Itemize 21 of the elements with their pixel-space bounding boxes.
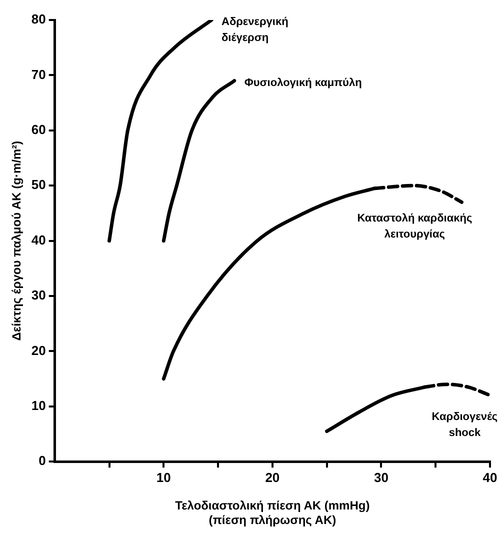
text: Καρδιογενές shock: [432, 411, 498, 440]
series-label: Καταστολή καρδιακής λειτουργίας: [357, 212, 472, 240]
line-series: [108, 20, 214, 243]
y-tick-label: 30: [31, 288, 46, 303]
y-tick-label: 10: [31, 398, 46, 413]
y-tick-label: 60: [31, 122, 46, 137]
x-tick-label: 10: [156, 470, 171, 485]
x-tick-label: 40: [482, 470, 498, 485]
y-tick-label: 70: [31, 66, 46, 82]
y-tick-label: 0: [38, 453, 46, 468]
y-axis-title: Δείκτης έργου παλμού ΑΚ (g·m/m²): [10, 140, 24, 341]
series-label: Φυσιολογική καμπύλη: [244, 76, 362, 89]
y-tick-label: 40: [31, 232, 46, 248]
line-series: [162, 78, 236, 243]
x-axis-title: Τελοδιαστολική πίεση ΑΚ (mmHg) (πίεση πλήρωσης ΑΚ): [175, 498, 370, 528]
x-tick-label: 20: [265, 470, 280, 485]
series-label: Αδρενεργική διέγερση: [222, 16, 289, 44]
x-tick-label: 30: [374, 470, 388, 485]
y-tick-label: 20: [31, 342, 46, 358]
y-tick-label: 50: [31, 177, 46, 192]
y-tick-label: 80: [31, 12, 46, 27]
